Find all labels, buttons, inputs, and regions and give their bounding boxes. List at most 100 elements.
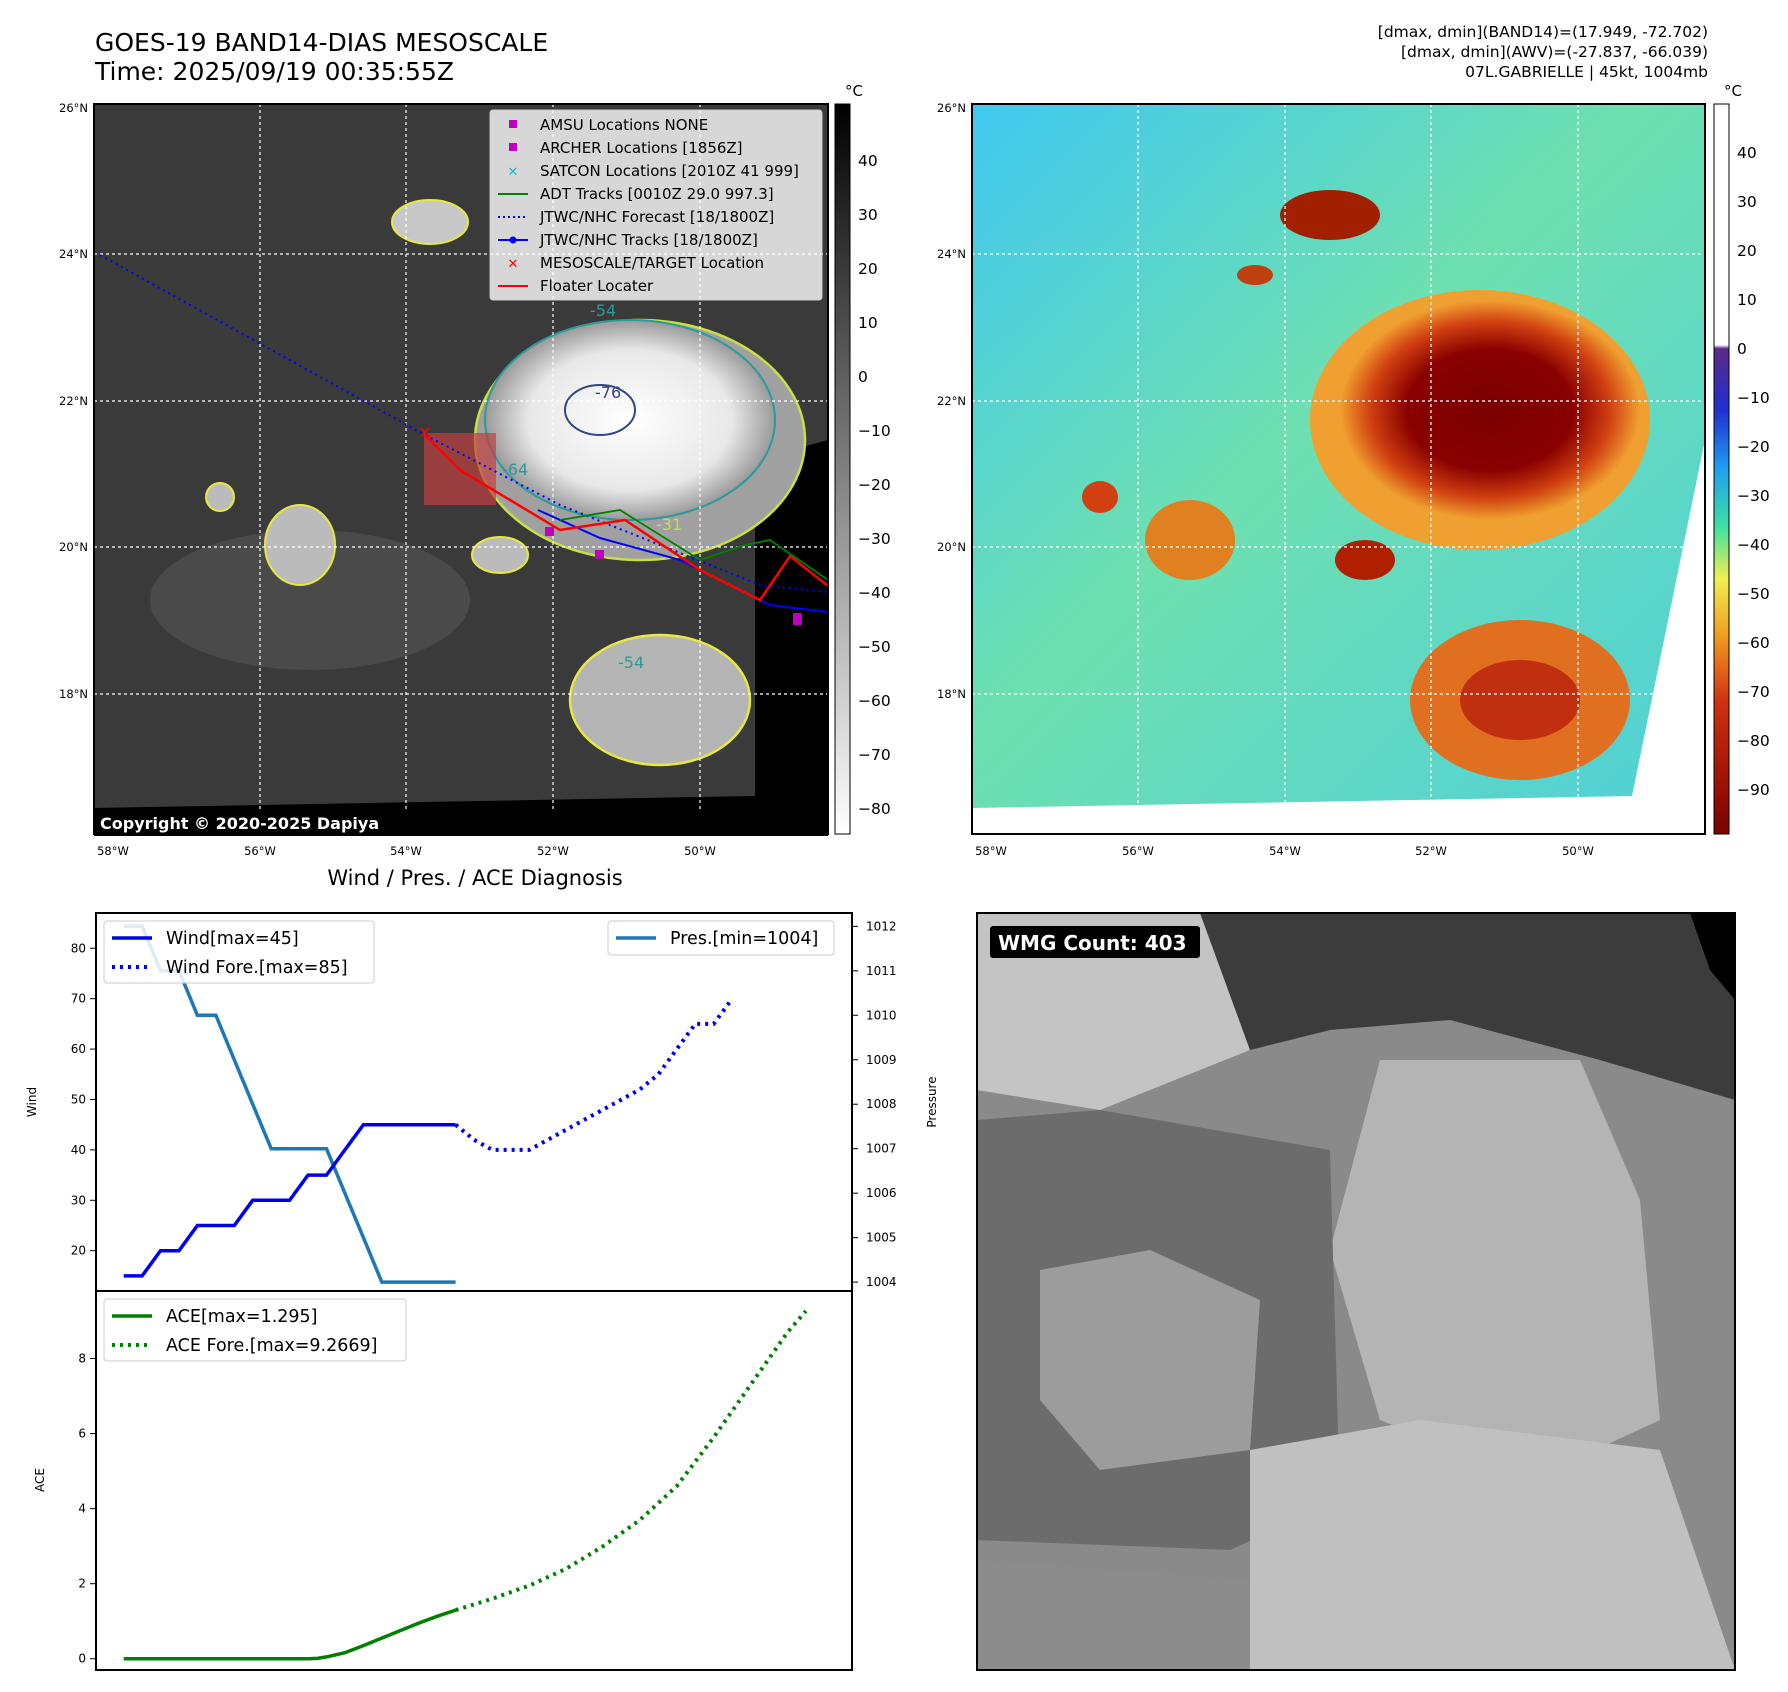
legend-label-amsu: AMSU Locations NONE bbox=[540, 116, 708, 134]
pressure-ytick-tick-label: 1010 bbox=[866, 1008, 897, 1022]
pressure-legend-box bbox=[607, 920, 835, 956]
wind-legend: Wind[max=45] Wind Fore.[max=85] bbox=[103, 920, 375, 984]
jtwc-forecast-track bbox=[99, 254, 829, 593]
ace-ytick-tick-label: 4 bbox=[78, 1502, 86, 1516]
diagnosis-title: Wind / Pres. / ACE Diagnosis bbox=[327, 866, 623, 890]
awv-cb-tick-10: 10 bbox=[1737, 291, 1757, 309]
awv-lat-26: 26°N bbox=[937, 101, 966, 115]
ir-lat-26: 26°N bbox=[59, 101, 88, 115]
awv-cb-tick-m50: −50 bbox=[1737, 585, 1770, 603]
ir-colorbar: °C 40 30 20 10 0 −10 −20 −30 −40 −50 −60… bbox=[834, 82, 891, 835]
awv-dry-north-2 bbox=[1237, 265, 1273, 285]
pressure-legend: Pres.[min=1004] bbox=[607, 920, 835, 956]
wind-ytick-tick-label: 80 bbox=[71, 941, 86, 955]
contour-label-1: -54 bbox=[590, 301, 616, 320]
ir-cb-tick-m20: −20 bbox=[858, 476, 891, 494]
legend-marker-archer bbox=[509, 143, 517, 151]
pressure-ytick-tick-label: 1007 bbox=[866, 1142, 897, 1156]
ace-ytick-tick-label: 0 bbox=[78, 1652, 86, 1666]
pressure-yticks: 1004 1005 1006 1007 1008 1009 1010 1011 1012 bbox=[852, 919, 897, 1289]
contour-label-5: -54 bbox=[618, 653, 644, 672]
ace-series-line bbox=[123, 1608, 457, 1661]
archer-location-marker-3 bbox=[793, 613, 802, 625]
ace-axis-label: ACE bbox=[33, 1468, 47, 1492]
awv-lon-52: 52°W bbox=[1415, 844, 1447, 858]
storm-info: [dmax, dmin](BAND14)=(17.949, -72.702) [… bbox=[1378, 22, 1708, 82]
legend-box bbox=[489, 109, 823, 301]
wind-legend-label: Wind[max=45] bbox=[166, 929, 299, 949]
pressure-ytick-tick-label: 1011 bbox=[866, 964, 897, 978]
wmg-light-south bbox=[1250, 1420, 1735, 1670]
ir-cloud-west bbox=[264, 504, 336, 586]
ir-cloud-southeast bbox=[568, 633, 752, 767]
awv-colorbar-ticks: 40 30 20 10 0 −10 −20 −30 −40 −50 −60 −7… bbox=[1737, 144, 1770, 799]
mesoscale-target-marker: ✕ bbox=[418, 423, 431, 442]
ir-cb-tick-m30: −30 bbox=[858, 530, 891, 548]
ir-lon-52: 52°W bbox=[537, 844, 569, 858]
awv-cb-tick-m80: −80 bbox=[1737, 732, 1770, 750]
wmg-panel: WMG Count: 403 bbox=[976, 912, 1736, 1671]
archer-location-marker-2 bbox=[595, 550, 604, 559]
archer-location-marker bbox=[545, 527, 554, 536]
legend-marker-mesoscale: ✕ bbox=[508, 257, 519, 272]
legend-label-jtwc-forecast: JTWC/NHC Forecast [18/1800Z] bbox=[539, 208, 774, 226]
ir-cb-tick-40: 40 bbox=[858, 152, 878, 170]
wmg-light-east bbox=[1330, 1060, 1660, 1480]
ir-cb-tick-0: 0 bbox=[858, 368, 868, 386]
legend-label-satcon: SATCON Locations [2010Z 41 999] bbox=[540, 162, 799, 180]
legend-label-floater: Floater Locater bbox=[540, 277, 654, 295]
awv-storm-core bbox=[1340, 300, 1640, 520]
ace-forecast-legend-label: ACE Fore.[max=9.2669] bbox=[166, 1336, 377, 1356]
ir-colorbar-gradient bbox=[834, 103, 851, 835]
wmg-count-label: WMG Count: 403 bbox=[998, 931, 1187, 955]
awv-cb-tick-m90: −90 bbox=[1737, 781, 1770, 799]
wind-legend-box bbox=[103, 920, 375, 984]
wind-ytick-tick-label: 30 bbox=[71, 1193, 86, 1207]
ir-lon-56: 56°W bbox=[244, 844, 276, 858]
title-line-2: Time: 2025/09/19 00:35:55Z bbox=[95, 57, 454, 86]
ir-cb-tick-m50: −50 bbox=[858, 638, 891, 656]
awv-dry-west bbox=[1082, 481, 1118, 513]
pressure-ytick-tick-label: 1004 bbox=[866, 1275, 897, 1289]
legend-label-archer: ARCHER Locations [1856Z] bbox=[540, 139, 743, 157]
ir-cloud-center bbox=[471, 536, 529, 574]
ir-cloud-far-west bbox=[205, 482, 235, 512]
jtwc-best-track bbox=[537, 509, 829, 613]
legend-marker-jtwc-dot bbox=[509, 236, 517, 244]
awv-cb-tick-m70: −70 bbox=[1737, 683, 1770, 701]
awv-map: 26°N 24°N 22°N 20°N 18°N 58°W 56°W 54°W … bbox=[937, 82, 1770, 858]
wind-ytick-tick-label: 50 bbox=[71, 1092, 86, 1106]
awv-colorbar: °C 40 30 20 10 0 −10 −20 −30 −40 −50 −60… bbox=[1713, 82, 1770, 835]
awv-lon-58: 58°W bbox=[975, 844, 1007, 858]
ir-cloud-north bbox=[391, 199, 469, 245]
ir-contour-76 bbox=[564, 384, 636, 436]
info-band14-range: [dmax, dmin](BAND14)=(17.949, -72.702) bbox=[1377, 23, 1708, 41]
copyright-banner: Copyright © 2020-2025 Dapiya bbox=[94, 812, 828, 836]
ace-yticks: 0 2 4 6 8 bbox=[78, 1352, 96, 1666]
awv-map-frame bbox=[971, 103, 1706, 835]
wind-ytick-tick-label: 70 bbox=[71, 992, 86, 1006]
ace-legend-box bbox=[103, 1298, 407, 1362]
info-awv-range: [dmax, dmin](AWV)=(-27.837, -66.039) bbox=[1401, 43, 1708, 61]
awv-cb-tick-20: 20 bbox=[1737, 242, 1757, 260]
legend-label-adt: ADT Tracks [0010Z 29.0 997.3] bbox=[540, 185, 774, 203]
ir-cb-tick-m10: −10 bbox=[858, 422, 891, 440]
wind-yticks: 20 30 40 50 60 70 80 bbox=[71, 941, 96, 1258]
awv-dry-center-west bbox=[1145, 500, 1235, 580]
pressure-axis-label: Pressure bbox=[925, 1076, 939, 1127]
ir-cb-tick-m70: −70 bbox=[858, 746, 891, 764]
ir-no-data-region bbox=[755, 440, 828, 834]
awv-lon-50: 50°W bbox=[1562, 844, 1594, 858]
awv-cb-tick-m60: −60 bbox=[1737, 634, 1770, 652]
wmg-count-badge bbox=[990, 926, 1200, 958]
awv-lat-22: 22°N bbox=[937, 394, 966, 408]
awv-lon-labels: 58°W 56°W 54°W 52°W 50°W bbox=[975, 844, 1594, 858]
awv-cb-tick-0: 0 bbox=[1737, 340, 1747, 358]
wmg-frame bbox=[976, 912, 1736, 1671]
wind-ytick-tick-label: 60 bbox=[71, 1042, 86, 1056]
awv-gridlines bbox=[972, 104, 1705, 834]
ir-lon-50: 50°W bbox=[684, 844, 716, 858]
ir-lat-labels: 26°N 24°N 22°N 20°N 18°N bbox=[59, 101, 88, 701]
awv-cb-tick-m40: −40 bbox=[1737, 536, 1770, 554]
